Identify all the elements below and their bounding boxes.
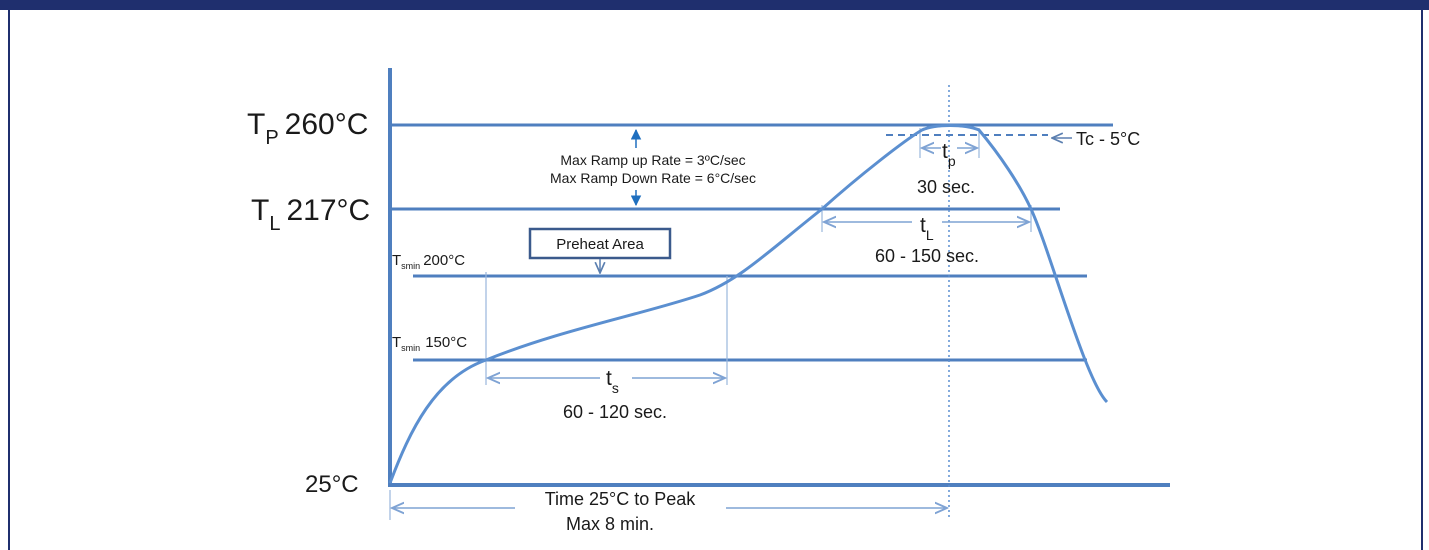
tsmin-level-label: Tsmin 150°C: [392, 334, 467, 353]
ambient-level-label: 25°C: [305, 471, 359, 498]
preheat-label: Preheat Area: [556, 236, 644, 253]
tp-level-label: TP 260°C: [247, 108, 368, 149]
reflow-curve: [388, 124, 1109, 484]
peak-time-label-2: Max 8 min.: [566, 514, 654, 534]
tc-label: Tc - 5°C: [1076, 129, 1140, 149]
preheat-box: [528, 227, 672, 260]
tl-symbol: tL: [920, 214, 934, 243]
tsmax-level-label: Tsmin 200°C: [392, 252, 465, 271]
ts-time-label: 60 - 120 sec.: [563, 402, 667, 422]
slide-frame: [8, 10, 1423, 550]
ramp-up-label: Max Ramp up Rate = 3ºC/sec: [560, 152, 745, 168]
header-bar: [0, 0, 1429, 10]
ts-symbol: ts: [606, 367, 619, 396]
peak-time-label-1: Time 25°C to Peak: [545, 489, 697, 509]
tl-time-label: 60 - 150 sec.: [875, 246, 979, 266]
tp-symbol: tp: [942, 140, 956, 169]
tp-time-label: 30 sec.: [917, 177, 975, 197]
tl-level-label: TL 217°C: [251, 194, 370, 235]
ramp-down-label: Max Ramp Down Rate = 6°C/sec: [550, 170, 756, 186]
